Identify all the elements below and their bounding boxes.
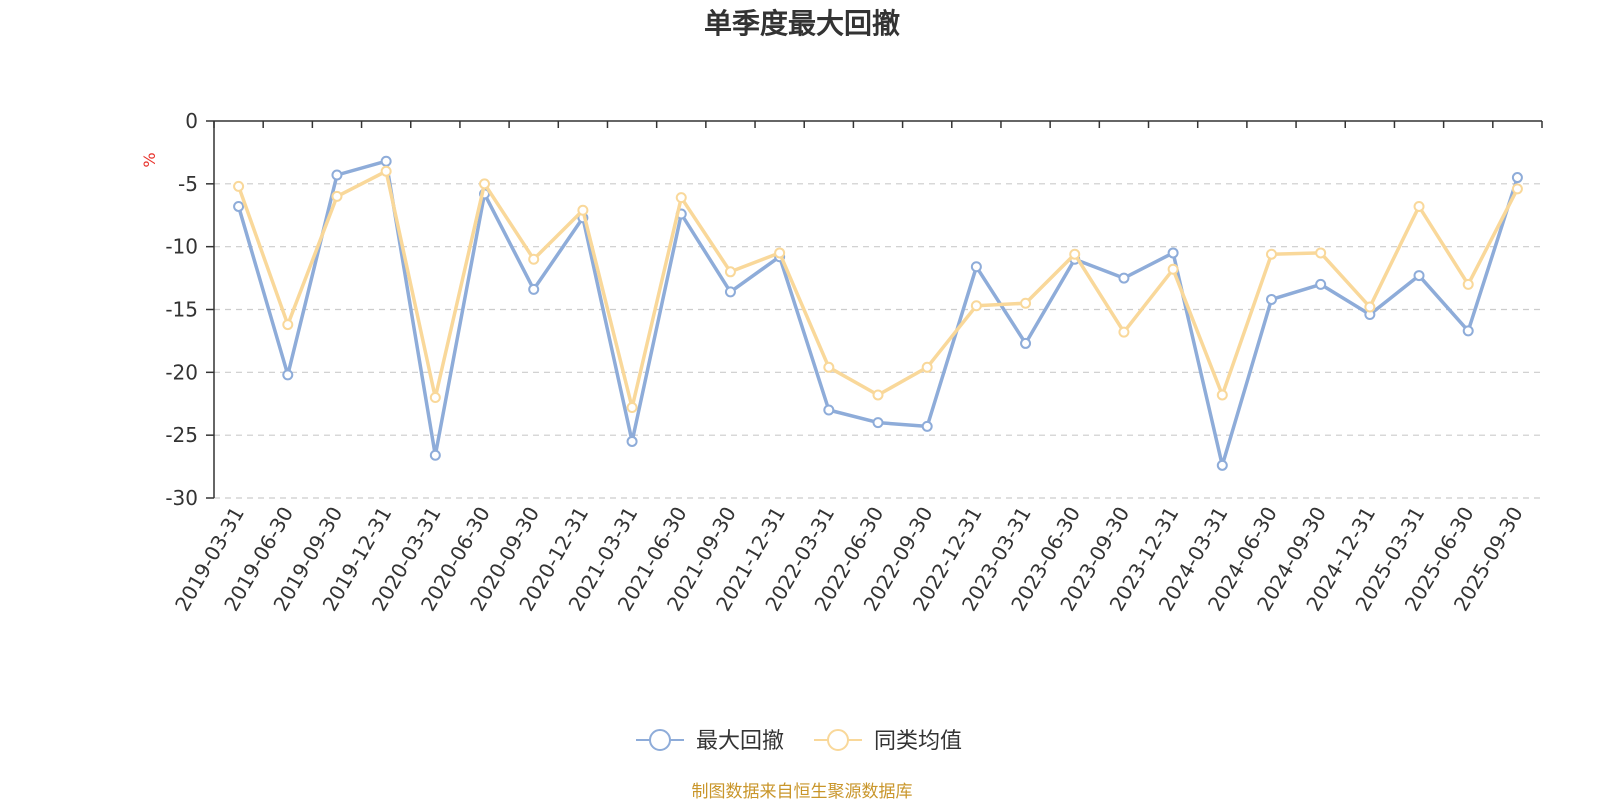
data-point[interactable] <box>1315 278 1327 290</box>
data-point[interactable] <box>921 420 933 432</box>
data-point[interactable] <box>380 155 392 167</box>
y-axis-ticks: 0 -5 -10 -15 -20 -25 -30 <box>165 109 214 510</box>
data-point[interactable] <box>429 391 441 403</box>
data-point[interactable] <box>380 165 392 177</box>
data-point[interactable] <box>1265 248 1277 260</box>
data-point[interactable] <box>872 389 884 401</box>
y-tick-label: -30 <box>165 486 198 510</box>
y-tick-label: 0 <box>185 109 198 133</box>
data-point[interactable] <box>1216 459 1228 471</box>
data-point[interactable] <box>626 402 638 414</box>
data-point[interactable] <box>1020 337 1032 349</box>
data-point[interactable] <box>724 286 736 298</box>
x-axis-ticks: 2019-03-312019-06-302019-09-302019-12-31… <box>170 121 1543 615</box>
data-point[interactable] <box>1364 301 1376 313</box>
y-tick-label: -15 <box>165 298 198 322</box>
legend-item-peer-average[interactable]: 同类均值 <box>814 729 962 754</box>
data-point[interactable] <box>528 283 540 295</box>
data-point[interactable] <box>1315 247 1327 259</box>
data-point[interactable] <box>921 361 933 373</box>
data-point[interactable] <box>1462 278 1474 290</box>
data-point[interactable] <box>970 261 982 273</box>
data-point[interactable] <box>823 361 835 373</box>
data-point[interactable] <box>1167 247 1179 259</box>
data-point[interactable] <box>1069 248 1081 260</box>
data-point[interactable] <box>1511 172 1523 184</box>
data-point[interactable] <box>1118 326 1130 338</box>
data-point[interactable] <box>282 369 294 381</box>
y-tick-label: -20 <box>165 360 198 384</box>
series-max-drawdown <box>233 155 1523 471</box>
data-point[interactable] <box>774 247 786 259</box>
series-group <box>233 155 1523 471</box>
legend-marker-max-drawdown <box>649 729 671 751</box>
data-point[interactable] <box>823 404 835 416</box>
y-tick-label: -25 <box>165 423 198 447</box>
data-point[interactable] <box>1167 263 1179 275</box>
series-peer-average <box>233 165 1523 414</box>
data-point[interactable] <box>233 180 245 192</box>
y-axis-unit: % <box>140 152 159 167</box>
data-point[interactable] <box>724 266 736 278</box>
legend-label-max-drawdown: 最大回撤 <box>696 729 784 754</box>
legend-label-peer-average: 同类均值 <box>874 729 962 754</box>
data-point[interactable] <box>282 319 294 331</box>
data-point[interactable] <box>1413 270 1425 282</box>
data-point[interactable] <box>1216 389 1228 401</box>
legend: 最大回撤 同类均值 <box>636 729 962 754</box>
data-point[interactable] <box>1020 297 1032 309</box>
chart-title: 单季度最大回撤 <box>704 7 900 40</box>
data-point[interactable] <box>1511 183 1523 195</box>
data-point[interactable] <box>528 253 540 265</box>
data-point[interactable] <box>1118 272 1130 284</box>
data-point[interactable] <box>675 192 687 204</box>
data-point[interactable] <box>626 435 638 447</box>
grid-lines <box>214 183 1542 499</box>
data-point[interactable] <box>577 204 589 216</box>
data-point[interactable] <box>970 300 982 312</box>
data-point[interactable] <box>1413 200 1425 212</box>
data-point[interactable] <box>233 200 245 212</box>
data-point[interactable] <box>331 169 343 181</box>
data-point[interactable] <box>1462 325 1474 337</box>
legend-item-max-drawdown[interactable]: 最大回撤 <box>636 729 784 754</box>
data-point[interactable] <box>872 417 884 429</box>
y-tick-label: -10 <box>165 235 198 259</box>
y-tick-label: -5 <box>178 172 198 196</box>
data-point[interactable] <box>1265 293 1277 305</box>
data-point[interactable] <box>331 190 343 202</box>
data-point[interactable] <box>429 449 441 461</box>
data-point[interactable] <box>479 178 491 190</box>
legend-marker-peer-average <box>827 729 849 751</box>
source-note: 制图数据来自恒生聚源数据库 <box>692 782 913 800</box>
